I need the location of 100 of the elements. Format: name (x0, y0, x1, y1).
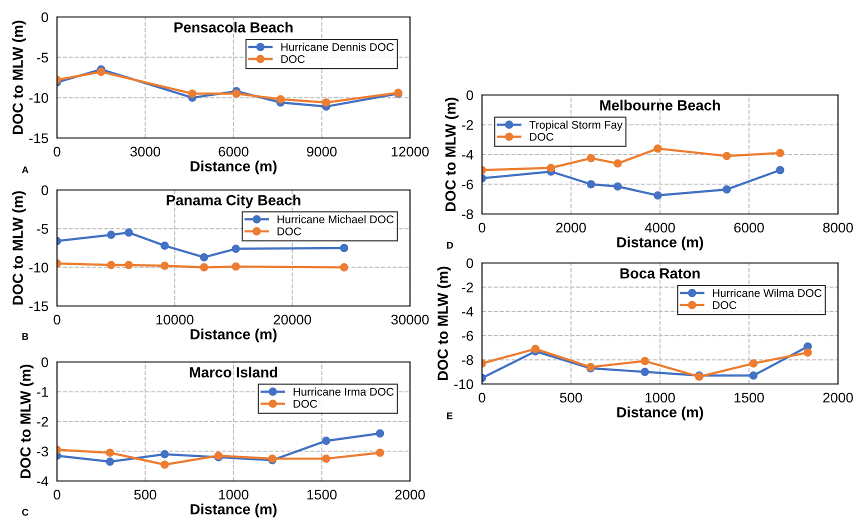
point (531, 344, 540, 354)
y-axis-title: DOC to MLW (m) (437, 266, 451, 380)
y-tick-label: -15 (29, 301, 48, 312)
point (96, 68, 106, 76)
x-tick-label: 10000 (156, 314, 194, 325)
y-tick-label: -2 (36, 416, 48, 427)
legend-label: Hurricane Michael DOC (278, 215, 394, 224)
legend-label: Hurricane Wilma DOC (713, 288, 822, 297)
x-tick-label: 3000 (130, 146, 160, 157)
point (160, 460, 169, 469)
x-tick-label: 9000 (306, 146, 337, 157)
y-tick-label: -4 (462, 306, 474, 316)
y-axis-title: DOC to MLW (m) (12, 20, 26, 134)
x-axis-title: Distance (m) (190, 504, 277, 518)
y-tick-label: 0 (41, 357, 48, 368)
legend-label: Hurricane Dennis DOC (281, 42, 394, 51)
point (614, 159, 622, 168)
legend-label: DOC (278, 227, 302, 236)
x-tick-label: 0 (478, 392, 486, 403)
point (106, 457, 114, 466)
point (200, 263, 208, 272)
x-tick-label: 8000 (823, 222, 853, 233)
point (804, 348, 812, 357)
chart-title: Panama City Beach (166, 194, 300, 208)
y-tick-label: -6 (462, 330, 474, 341)
text: D (447, 242, 454, 249)
y-axis-title: DOC to MLW (m) (444, 98, 459, 212)
x-tick-label: 0 (478, 222, 486, 233)
y-tick-label: -1 (36, 387, 48, 397)
y-axis-title: DOC to MLW (m) (20, 364, 34, 478)
y-tick-label: 0 (41, 185, 48, 196)
point (124, 228, 133, 237)
legend-label: DOC (294, 400, 318, 408)
x-axis-title: Distance (m) (617, 406, 704, 420)
x-tick-label: 12000 (392, 146, 429, 157)
point (722, 185, 731, 194)
point (124, 260, 133, 270)
point (232, 244, 240, 253)
point (160, 242, 169, 250)
point (232, 89, 241, 98)
x-axis-title: Distance (m) (190, 328, 277, 342)
point (232, 262, 240, 271)
point (376, 429, 384, 438)
point (776, 148, 784, 158)
point (322, 454, 330, 463)
legend-label: DOC (713, 301, 736, 310)
y-tick-label: 0 (466, 90, 474, 100)
x-tick-label: 6000 (734, 222, 764, 233)
y-tick-label: -8 (462, 209, 474, 220)
x-tick-label: 2000 (395, 490, 425, 500)
y-tick-label: -6 (462, 180, 474, 190)
x-tick-label: 0 (54, 490, 60, 500)
x-tick-label: 0 (54, 314, 60, 325)
y-tick-label: -5 (36, 52, 48, 63)
point (640, 356, 650, 366)
text: A (22, 166, 28, 174)
x-tick-label: 1000 (219, 490, 248, 500)
x-tick-label: 6000 (218, 146, 248, 157)
text: C (22, 508, 28, 516)
point (160, 262, 169, 270)
y-tick-label: -8 (462, 355, 474, 365)
point (322, 98, 330, 107)
point (722, 152, 731, 160)
chart-title: Marco Island (190, 366, 278, 378)
point (654, 144, 662, 153)
y-tick-label: -15 (29, 133, 48, 144)
x-tick-label: 500 (134, 490, 156, 500)
point (340, 244, 348, 252)
point (654, 191, 662, 200)
point (340, 263, 348, 272)
chart-title: Pensacola Beach (174, 22, 293, 33)
text: E (447, 412, 453, 420)
legend-label: DOC (530, 132, 554, 141)
point (776, 166, 784, 174)
point (614, 182, 622, 191)
chart-title: Boca Raton (620, 268, 700, 279)
point (546, 164, 556, 172)
x-tick-label: 0 (54, 146, 60, 157)
point (106, 448, 114, 457)
point (200, 253, 208, 262)
point (376, 448, 384, 457)
text: B (22, 333, 28, 340)
point (640, 368, 650, 376)
point (749, 371, 758, 380)
x-tick-label: 1500 (734, 392, 764, 403)
point (188, 89, 196, 98)
y-tick-label: -10 (454, 379, 474, 390)
x-tick-label: 2000 (556, 222, 586, 233)
point (106, 230, 116, 240)
point (276, 95, 285, 104)
y-tick-label: -3 (36, 446, 48, 456)
y-tick-label: -4 (462, 150, 474, 160)
point (749, 359, 758, 368)
point (322, 436, 330, 446)
x-axis-title: Distance (m) (190, 160, 277, 174)
y-tick-label: 0 (466, 258, 474, 268)
x-tick-label: 1000 (646, 392, 675, 403)
point (586, 180, 596, 188)
x-tick-label: 4000 (644, 222, 675, 233)
chart-title: Melbourne Beach (600, 100, 720, 110)
